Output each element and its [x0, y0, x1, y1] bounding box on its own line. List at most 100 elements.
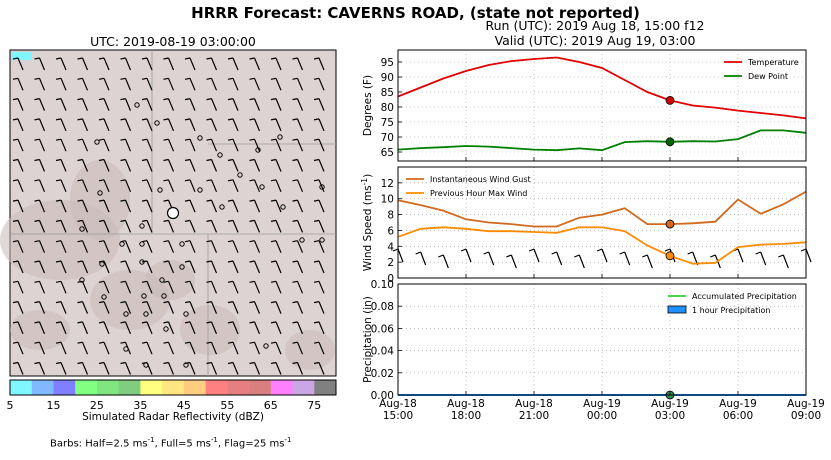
- map-wind-barb: [184, 260, 196, 274]
- calm-wind-circle: [183, 311, 189, 317]
- legend-swatch: [667, 305, 687, 314]
- map-wind-barb: [55, 280, 67, 294]
- timeseries-wind-barb: [596, 248, 608, 263]
- map-wind-barb: [12, 118, 24, 132]
- colorbar-tick-label: 45: [177, 399, 191, 412]
- timeseries-wind-barb: [415, 251, 427, 266]
- series-line: [397, 129, 807, 152]
- map-wind-barb: [292, 361, 304, 375]
- map-wind-barb: [12, 98, 24, 111]
- colorbar-tick-label: 65: [264, 399, 278, 412]
- map-title: UTC: 2019-08-19 03:00:00: [90, 34, 256, 49]
- map-wind-barb: [141, 321, 153, 335]
- map-wind-barb: [184, 240, 196, 253]
- map-wind-barb: [55, 199, 67, 213]
- timeseries-wind-barb: [483, 251, 495, 266]
- colorbar-tick-label: 55: [220, 399, 234, 412]
- x-tick-label: Aug-19: [719, 398, 757, 410]
- station-marker: [166, 206, 180, 220]
- calm-wind-circle: [197, 187, 203, 193]
- calm-wind-circle: [139, 223, 145, 229]
- map-wind-barb: [270, 301, 282, 314]
- map-wind-barb: [249, 219, 261, 233]
- map-wind-barb: [313, 118, 325, 132]
- map-wind-barb: [98, 219, 110, 233]
- map-wind-barb: [249, 179, 261, 193]
- current-time-marker: [665, 96, 675, 105]
- map-wind-barb: [12, 321, 24, 335]
- calm-wind-circle: [97, 190, 103, 196]
- map-wind-barb: [98, 158, 110, 172]
- map-wind-barb: [163, 179, 175, 193]
- map-wind-barb: [206, 260, 218, 274]
- timeseries-wind-barb: [642, 254, 653, 269]
- run-time-label: Run (UTC): 2019 Aug 18, 15:00 f12: [485, 18, 705, 33]
- y-tick-label: 85: [381, 87, 394, 99]
- map-wind-barb: [270, 158, 282, 172]
- meteogram-panel-3: 0.00 0.02 0.04 0.06 0.08 0.10 Precipitation (i…: [362, 279, 825, 422]
- radar-map: [0, 49, 337, 377]
- map-wind-barb: [12, 179, 24, 193]
- calm-wind-circle: [280, 204, 286, 210]
- map-wind-barb: [292, 301, 304, 314]
- run-info: Run (UTC): 2019 Aug 18, 15:00 f12 Valid …: [380, 18, 810, 48]
- map-wind-barb: [120, 361, 132, 375]
- map-wind-barb: [77, 240, 89, 253]
- map-wind-barb: [163, 219, 175, 233]
- calm-wind-circle: [119, 241, 125, 247]
- map-wind-barb: [12, 138, 24, 152]
- map-wind-barb: [120, 158, 132, 172]
- calm-wind-circle: [255, 147, 261, 153]
- map-wind-barb: [270, 280, 282, 294]
- map-wind-barb: [227, 321, 239, 335]
- map-wind-barb: [184, 341, 196, 355]
- calm-wind-circle: [141, 293, 147, 299]
- timeseries-wind-barb: [574, 254, 585, 269]
- map-wind-barb: [270, 98, 282, 111]
- map-wind-barb: [292, 98, 304, 111]
- map-wind-barb: [270, 260, 282, 274]
- map-wind-barb: [249, 118, 261, 132]
- current-time-marker: [665, 137, 675, 147]
- meteogram-panel-2: 0 2 4 6 8 10 12 Wind Speed (ms-1) Instantaneous …: [360, 166, 812, 285]
- map-wind-barb: [34, 118, 46, 132]
- map-wind-barb: [206, 361, 218, 375]
- x-tick-label: Aug-18: [379, 398, 417, 410]
- map-wind-barb: [206, 280, 218, 294]
- map-wind-barb: [227, 138, 239, 152]
- map-wind-barb: [77, 341, 89, 355]
- map-wind-barb: [163, 77, 175, 91]
- terrain-shade: [70, 160, 130, 240]
- map-wind-barb: [206, 240, 218, 253]
- legend-label: Dew Point: [748, 72, 788, 81]
- map-wind-barb: [77, 57, 89, 71]
- barb-legend-note: Barbs: Half=2.5 ms-1, Full=5 ms-1, Flag=…: [50, 436, 292, 450]
- colorbar-swatch: [270, 380, 293, 395]
- map-wind-barb: [77, 118, 89, 132]
- x-tick-label: 15:00: [383, 410, 413, 422]
- valid-time-label: Valid (UTC): 2019 Aug 19, 03:00: [494, 33, 696, 48]
- calm-wind-circle: [237, 172, 243, 178]
- map-wind-barb: [98, 280, 110, 294]
- colorbar-label: Simulated Radar Reflectivity (dBZ): [82, 411, 264, 423]
- terrain-shade: [285, 330, 335, 370]
- map-wind-barb: [292, 138, 304, 152]
- colorbar-tick-label: 15: [46, 399, 60, 412]
- map-wind-barb: [98, 199, 110, 213]
- x-tick-label: Aug-19: [787, 398, 825, 410]
- map-wind-barb: [55, 361, 67, 375]
- map-wind-barb: [270, 138, 282, 152]
- map-wind-barb: [34, 138, 46, 152]
- timeseries-wind-barb: [460, 248, 472, 263]
- map-wind-barb: [141, 57, 153, 71]
- map-wind-barb: [249, 280, 261, 294]
- map-wind-barb: [206, 179, 218, 193]
- calm-wind-circle: [299, 237, 305, 243]
- x-tick-label: Aug-19: [583, 398, 621, 410]
- map-wind-barb: [77, 199, 89, 213]
- calm-wind-circle: [163, 326, 169, 332]
- y-tick-label: 2: [387, 257, 394, 269]
- map-wind-barb: [98, 179, 110, 193]
- terrain-shade: [10, 310, 70, 350]
